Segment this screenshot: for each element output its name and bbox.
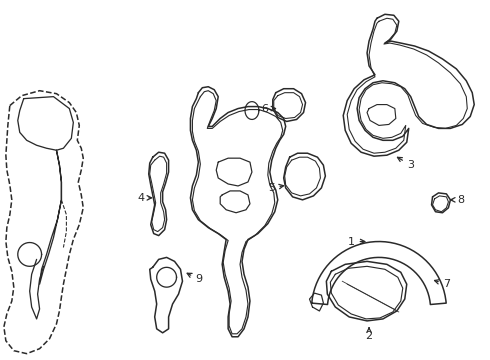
Text: 8: 8 <box>457 195 464 205</box>
Text: 4: 4 <box>137 193 145 203</box>
Text: 9: 9 <box>195 274 202 284</box>
Text: 2: 2 <box>366 331 372 341</box>
Text: 6: 6 <box>261 104 269 113</box>
Text: 5: 5 <box>269 183 275 193</box>
Text: 7: 7 <box>443 279 450 289</box>
Text: 1: 1 <box>348 237 355 247</box>
Text: 3: 3 <box>407 160 414 170</box>
